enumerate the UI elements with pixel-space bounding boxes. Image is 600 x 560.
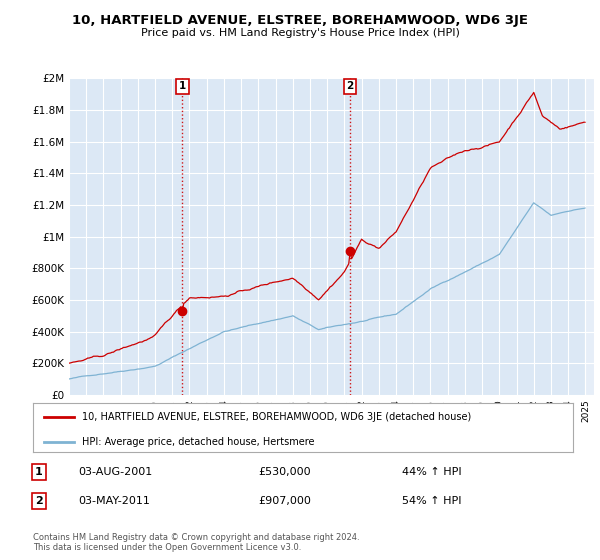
Text: 10, HARTFIELD AVENUE, ELSTREE, BOREHAMWOOD, WD6 3JE (detached house): 10, HARTFIELD AVENUE, ELSTREE, BOREHAMWO… [82,412,471,422]
Text: £907,000: £907,000 [258,496,311,506]
Text: Contains HM Land Registry data © Crown copyright and database right 2024.: Contains HM Land Registry data © Crown c… [33,533,359,542]
Text: 03-AUG-2001: 03-AUG-2001 [78,467,152,477]
Text: 44% ↑ HPI: 44% ↑ HPI [402,467,461,477]
Text: 2: 2 [347,81,354,91]
Text: This data is licensed under the Open Government Licence v3.0.: This data is licensed under the Open Gov… [33,543,301,552]
Text: 03-MAY-2011: 03-MAY-2011 [78,496,150,506]
Text: 1: 1 [179,81,186,91]
Text: 10, HARTFIELD AVENUE, ELSTREE, BOREHAMWOOD, WD6 3JE: 10, HARTFIELD AVENUE, ELSTREE, BOREHAMWO… [72,14,528,27]
Text: 2: 2 [35,496,43,506]
Text: 1: 1 [35,467,43,477]
Text: 54% ↑ HPI: 54% ↑ HPI [402,496,461,506]
Text: Price paid vs. HM Land Registry's House Price Index (HPI): Price paid vs. HM Land Registry's House … [140,28,460,38]
Text: HPI: Average price, detached house, Hertsmere: HPI: Average price, detached house, Hert… [82,437,314,447]
Text: £530,000: £530,000 [258,467,311,477]
